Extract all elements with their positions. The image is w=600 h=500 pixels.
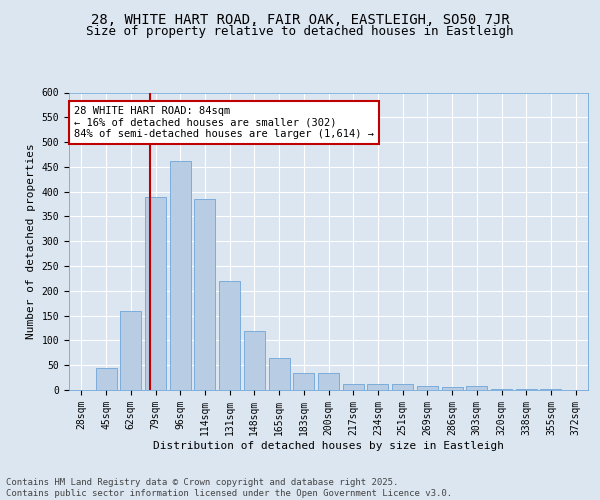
Bar [145,196,166,390]
Text: Size of property relative to detached houses in Eastleigh: Size of property relative to detached ho… [86,25,514,38]
Bar [516,389,537,390]
Bar [541,389,562,390]
Bar [95,368,116,390]
Bar [244,330,265,390]
Bar [491,389,512,390]
Bar [170,161,191,390]
Text: Contains HM Land Registry data © Crown copyright and database right 2025.
Contai: Contains HM Land Registry data © Crown c… [6,478,452,498]
Bar [367,384,388,390]
Bar [293,372,314,390]
Bar [318,372,339,390]
Text: 28 WHITE HART ROAD: 84sqm
← 16% of detached houses are smaller (302)
84% of semi: 28 WHITE HART ROAD: 84sqm ← 16% of detac… [74,106,374,139]
X-axis label: Distribution of detached houses by size in Eastleigh: Distribution of detached houses by size … [153,440,504,450]
Bar [120,310,141,390]
Bar [392,384,413,390]
Y-axis label: Number of detached properties: Number of detached properties [26,144,36,339]
Bar [466,386,487,390]
Bar [269,358,290,390]
Text: 28, WHITE HART ROAD, FAIR OAK, EASTLEIGH, SO50 7JR: 28, WHITE HART ROAD, FAIR OAK, EASTLEIGH… [91,12,509,26]
Bar [417,386,438,390]
Bar [442,386,463,390]
Bar [194,199,215,390]
Bar [343,384,364,390]
Bar [219,281,240,390]
